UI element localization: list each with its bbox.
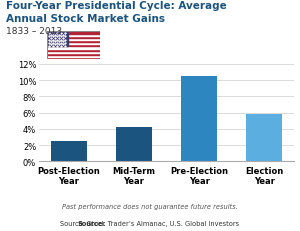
- Bar: [46, 32, 100, 34]
- Bar: [46, 54, 100, 56]
- Bar: [46, 58, 100, 60]
- Bar: [46, 34, 100, 36]
- Text: Past performance does not guarantee future results.: Past performance does not guarantee futu…: [62, 203, 238, 209]
- Bar: [51, 141, 86, 162]
- Text: 1833 – 2013: 1833 – 2013: [6, 27, 62, 36]
- Bar: [116, 128, 152, 162]
- Text: Annual Stock Market Gains: Annual Stock Market Gains: [6, 14, 165, 24]
- Bar: [46, 32, 68, 47]
- Bar: [46, 47, 100, 49]
- Bar: [247, 115, 282, 162]
- Text: Four-Year Presidential Cycle: Average: Four-Year Presidential Cycle: Average: [6, 1, 227, 11]
- Text: Source:: Source:: [77, 220, 106, 226]
- Bar: [46, 41, 100, 43]
- Bar: [46, 39, 100, 41]
- Bar: [46, 49, 100, 52]
- Bar: [181, 77, 217, 162]
- Bar: [46, 52, 100, 54]
- Bar: [46, 56, 100, 58]
- Bar: [46, 43, 100, 45]
- Bar: [46, 45, 100, 47]
- Bar: [46, 36, 100, 39]
- Text: Source: Stock Trader’s Almanac, U.S. Global Investors: Source: Stock Trader’s Almanac, U.S. Glo…: [60, 220, 240, 226]
